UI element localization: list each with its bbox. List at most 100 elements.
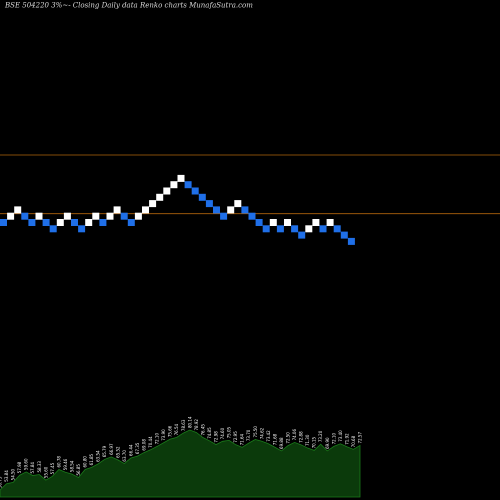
volume-value-label: 61.85 — [89, 453, 94, 465]
renko-brick-up — [234, 200, 242, 208]
renko-brick-up — [227, 206, 235, 214]
renko-brick-down — [276, 225, 284, 233]
volume-value-label: 55.60 — [43, 466, 48, 478]
volume-value-label: 67.35 — [135, 442, 140, 454]
volume-value-label: 75.66 — [168, 425, 173, 437]
volume-value-label: 69.88 — [279, 437, 284, 449]
renko-brick-up — [113, 206, 121, 214]
volume-value-label: 63.70 — [122, 450, 127, 462]
volume-value-label: 74.06 — [292, 429, 297, 441]
volume-value-label: 73.90 — [161, 429, 166, 441]
volume-value-label: 57.98 — [17, 461, 22, 473]
volume-value-label: 53.84 — [4, 470, 9, 482]
renko-brick-down — [220, 212, 228, 220]
volume-value-label: 70.68 — [351, 435, 356, 447]
renko-brick-down — [262, 225, 270, 233]
renko-brick-up — [35, 212, 43, 220]
renko-brick-up — [7, 212, 15, 220]
volume-panel — [0, 429, 361, 498]
volume-value-label: 65.52 — [115, 446, 120, 458]
volume-value-label: 80.14 — [187, 416, 192, 428]
volume-value-label: 57.45 — [50, 462, 55, 474]
volume-value-label: 50.75 — [0, 476, 3, 488]
volume-value-label: 59.60 — [24, 458, 29, 470]
volume-value-label: 75.05 — [227, 426, 232, 438]
renko-brick-up — [106, 212, 114, 220]
renko-brick-up — [149, 200, 157, 208]
renko-brick-down — [49, 225, 57, 233]
renko-brick-up — [156, 193, 164, 201]
volume-value-label: 73.40 — [338, 430, 343, 442]
volume-value-label: 69.90 — [325, 437, 330, 449]
renko-brick-down — [120, 212, 128, 220]
volume-value-label: 60.78 — [56, 456, 61, 468]
volume-value-label: 56.85 — [76, 464, 81, 476]
volume-value-label: 58.54 — [70, 460, 75, 472]
renko-brick-down — [0, 219, 7, 226]
renko-brick-down — [255, 219, 263, 226]
renko-brick-up — [305, 225, 313, 233]
renko-brick-up — [56, 219, 64, 226]
volume-value-label: 73.20 — [318, 430, 323, 442]
volume-value-label: 63.54 — [96, 450, 101, 462]
renko-brick-up — [142, 206, 149, 214]
renko-brick-up — [312, 219, 320, 226]
renko-brick-down — [127, 219, 135, 226]
renko-brick-down — [241, 206, 249, 214]
renko-brick-up — [163, 187, 171, 195]
volume-value-label: 71.30 — [305, 434, 310, 446]
volume-value-label: 71.64 — [240, 433, 245, 445]
volume-value-label: 54.50 — [11, 468, 16, 480]
volume-area — [0, 429, 361, 498]
volume-value-label: 76.45 — [200, 424, 205, 436]
renko-brick-up — [134, 212, 142, 220]
volume-value-label: 71.92 — [344, 433, 349, 445]
renko-brick-up — [14, 206, 22, 214]
volume-value-label: 75.50 — [253, 426, 258, 438]
volume-value-label: 74.62 — [259, 427, 264, 439]
volume-value-label: 60.80 — [83, 456, 88, 468]
renko-brick-down — [205, 200, 213, 208]
renko-brick-up — [284, 219, 291, 226]
volume-value-label: 78.63 — [181, 419, 186, 431]
volume-value-label: 72.88 — [299, 431, 304, 443]
renko-brick-down — [291, 225, 299, 233]
volume-value-label: 57.84 — [30, 462, 35, 474]
volume-value-label: 73.70 — [246, 429, 251, 441]
renko-brick-down — [213, 206, 220, 214]
volume-value-label: 70.44 — [148, 436, 153, 448]
renko-brick-down — [78, 225, 86, 233]
volume-value-label: 70.15 — [312, 436, 317, 448]
volume-value-label: 72.98 — [214, 431, 219, 443]
renko-brick-down — [319, 225, 327, 233]
renko-brick-down — [99, 219, 107, 226]
renko-brick-down — [71, 219, 78, 226]
volume-value-label: 69.08 — [142, 439, 147, 451]
volume-value-label: 73.42 — [266, 430, 271, 442]
volume-value-label: 58.33 — [37, 461, 42, 473]
renko-brick-up — [92, 212, 100, 220]
renko-brick-down — [191, 187, 199, 195]
volume-value-label: 72.10 — [155, 433, 160, 445]
renko-bricks — [0, 174, 355, 245]
volume-value-label: 74.60 — [220, 427, 225, 439]
volume-value-label: 72.95 — [233, 431, 238, 443]
renko-brick-up — [326, 219, 334, 226]
volume-value-label: 59.46 — [63, 458, 68, 470]
volume-value-label: 65.79 — [102, 445, 107, 457]
volume-value-label: 76.54 — [174, 423, 179, 435]
volume-value-label: 72.57 — [358, 432, 363, 444]
renko-brick-up — [269, 219, 277, 226]
volume-value-label: 72.50 — [286, 432, 291, 444]
chart-title: BSE 504220 3%~- Closing Daily data Renko… — [4, 2, 253, 10]
renko-brick-down — [248, 212, 256, 220]
renko-brick-down — [42, 219, 50, 226]
renko-brick-down — [184, 181, 192, 189]
renko-brick-up — [85, 219, 93, 226]
renko-brick-up — [63, 212, 71, 220]
volume-value-label: 78.92 — [194, 419, 199, 431]
renko-brick-down — [347, 237, 355, 245]
